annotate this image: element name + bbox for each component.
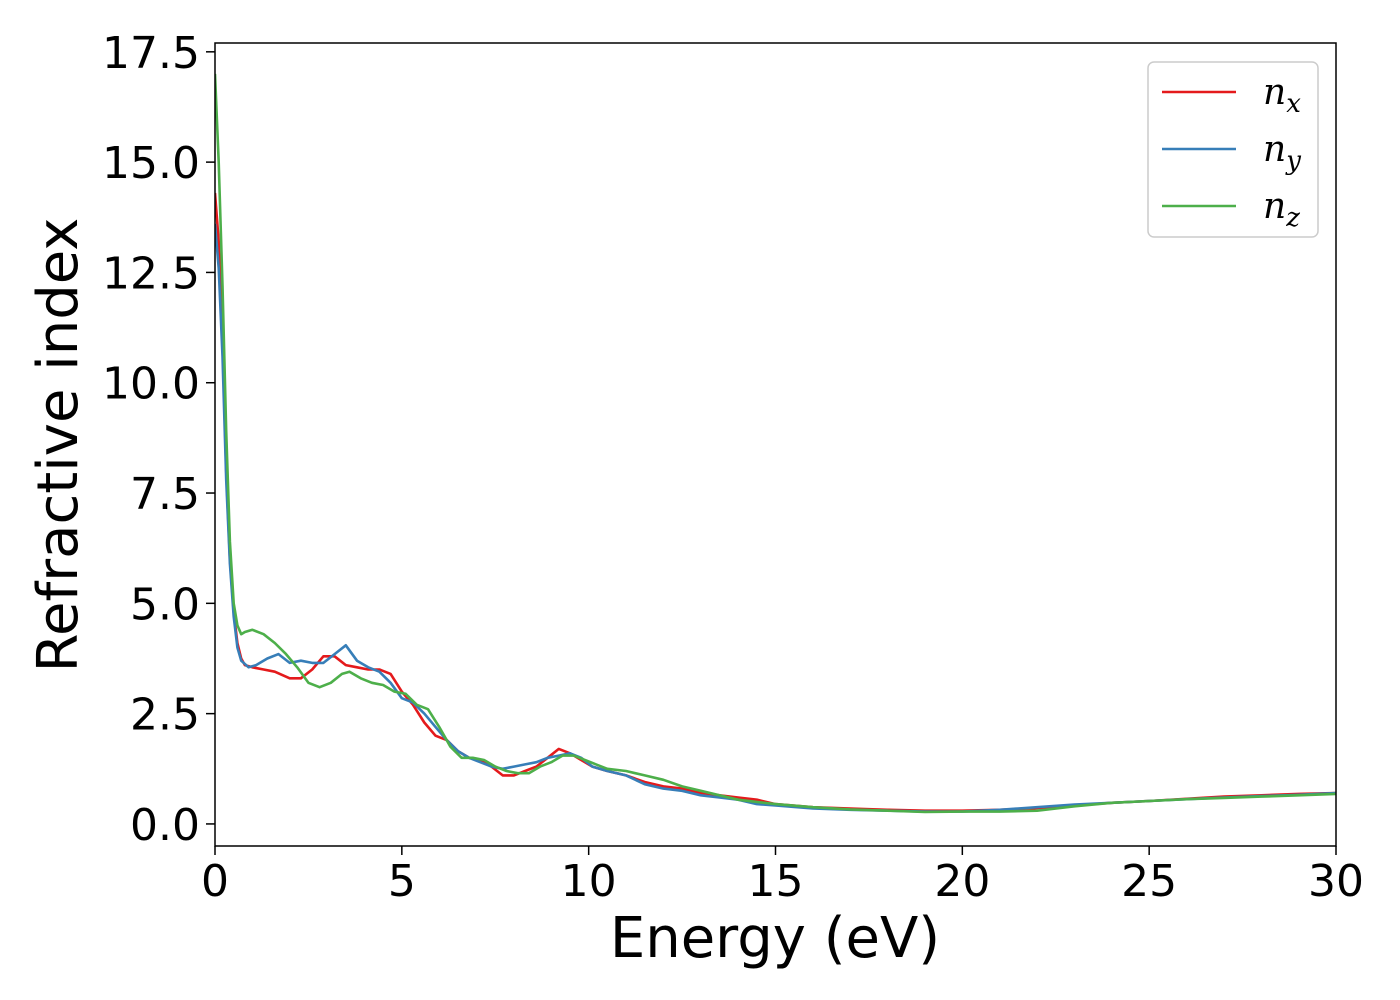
y-axis-ticks: 0.0 2.5 5.0 7.5 10.0 12.5 15.0 17.5 [102, 28, 215, 851]
legend-label-z: nz [1263, 186, 1300, 233]
legend-label-y: ny [1263, 129, 1301, 176]
legend: nx ny nz [1147, 61, 1319, 238]
y-tick-label: 15.0 [102, 138, 200, 189]
y-axis-title: Refractive index [26, 218, 91, 673]
x-tick-label: 10 [561, 856, 617, 907]
x-tick-label: 15 [748, 856, 804, 907]
plot-lines [215, 73, 1336, 814]
legend-label-x: nx [1263, 72, 1301, 119]
x-tick-label: 30 [1308, 856, 1364, 907]
series-line-x [215, 192, 1336, 813]
y-tick-label: 2.5 [130, 690, 200, 741]
y-tick-label: 17.5 [102, 28, 200, 79]
x-axis-title: Energy (eV) [610, 906, 940, 971]
x-tick-label: 5 [388, 856, 416, 907]
x-tick-label: 25 [1121, 856, 1177, 907]
x-tick-label: 0 [201, 856, 229, 907]
y-tick-label: 10.0 [102, 359, 200, 410]
y-tick-label: 12.5 [102, 248, 200, 299]
y-tick-label: 0.0 [130, 800, 200, 851]
x-axis-ticks: 0 5 10 15 20 25 30 [201, 846, 1364, 907]
y-tick-label: 5.0 [130, 579, 200, 630]
series-line-y [215, 223, 1336, 813]
x-tick-label: 20 [934, 856, 990, 907]
y-tick-label: 7.5 [130, 469, 200, 520]
series-line-z [215, 73, 1336, 814]
